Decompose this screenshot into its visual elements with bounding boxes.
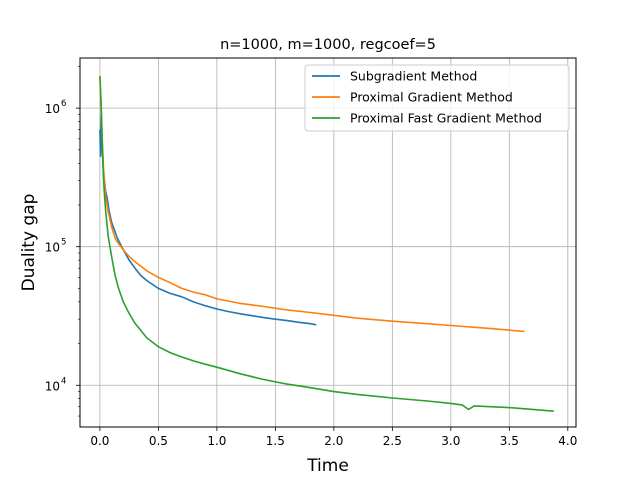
- legend: Subgradient Method Proximal Gradient Meth…: [304, 64, 570, 132]
- y-tick-label: 10: [45, 241, 60, 255]
- x-tick-label: 0.5: [149, 434, 168, 448]
- series-line-3: [99, 76, 554, 412]
- legend-label-1: Subgradient Method: [350, 69, 477, 84]
- x-axis-label: Time: [306, 456, 349, 476]
- x-tick-label: 2.5: [383, 434, 402, 448]
- y-tick-label: 10: [45, 379, 60, 393]
- x-tick-label: 0.0: [90, 434, 109, 448]
- chart-title: n=1000, m=1000, regcoef=5: [220, 37, 436, 53]
- plot-lines: [99, 76, 554, 412]
- legend-label-3: Proximal Fast Gradient Method: [350, 111, 542, 126]
- x-tick-label: 4.0: [558, 434, 577, 448]
- series-line-2: [99, 76, 525, 333]
- plot-frame: [79, 57, 577, 428]
- x-tick-label: 3.0: [441, 434, 460, 448]
- y-tick-exponent: 5: [61, 238, 66, 248]
- y-tick-exponent: 4: [61, 376, 66, 386]
- x-tick-label: 1.5: [266, 434, 285, 448]
- y-axis-label: Duality gap: [19, 194, 39, 292]
- legend-box: [304, 64, 570, 132]
- x-tick-label: 1.0: [207, 434, 226, 448]
- x-tick-label: 3.5: [500, 434, 519, 448]
- legend-label-2: Proximal Gradient Method: [350, 90, 513, 105]
- y-tick-label: 10: [45, 102, 60, 116]
- y-tick-exponent: 6: [61, 99, 66, 109]
- x-tick-label: 2.0: [324, 434, 343, 448]
